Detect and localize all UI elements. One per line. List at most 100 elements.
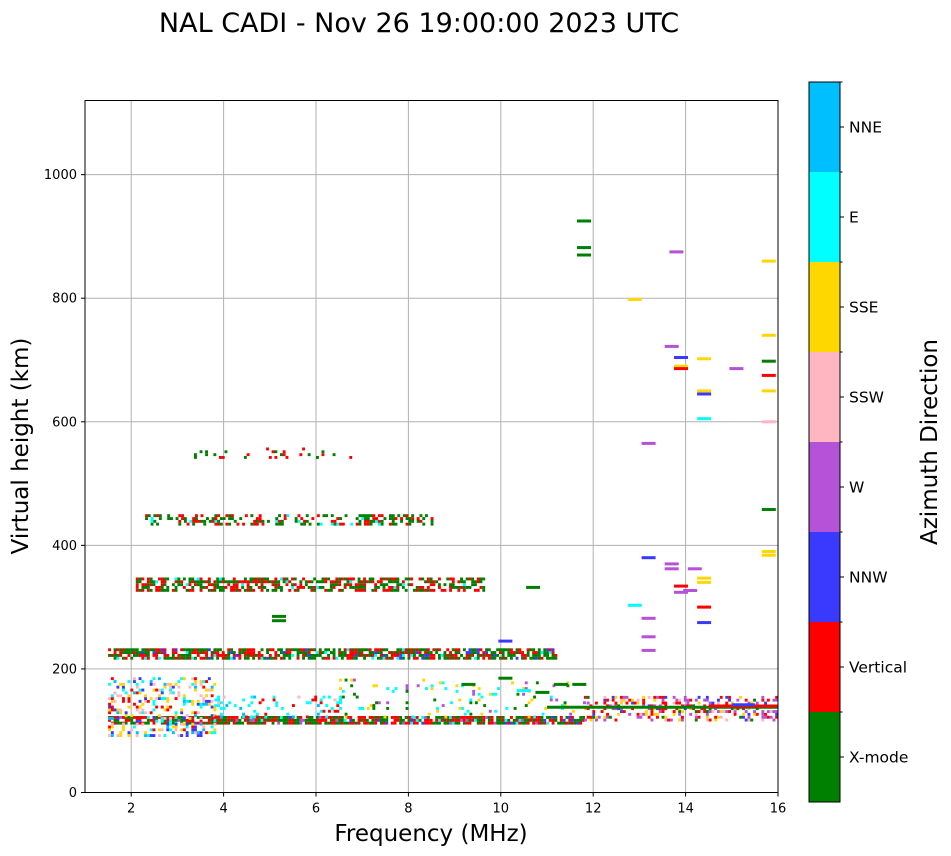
echo-mark	[532, 648, 536, 652]
echo-mark	[216, 580, 220, 584]
echo-mark	[747, 715, 751, 719]
echo-mark	[335, 718, 339, 722]
echo-mark	[160, 688, 164, 692]
echo-mark	[614, 718, 618, 722]
echo-mark	[149, 588, 153, 592]
echo-mark	[375, 517, 378, 520]
echo-mark	[418, 654, 422, 657]
echo-mark	[199, 577, 203, 581]
echo-mark	[180, 716, 184, 719]
echo-mark	[438, 681, 442, 685]
echo-mark	[719, 710, 723, 713]
echo-mark	[199, 718, 203, 722]
echo-mark	[524, 687, 528, 690]
echo-mark	[219, 718, 222, 722]
echo-mark	[592, 715, 596, 719]
echo-mark	[407, 656, 411, 660]
echo-mark	[192, 519, 196, 523]
echo-mark	[532, 651, 536, 654]
echo-mark	[535, 654, 538, 657]
echo-mark	[521, 718, 524, 722]
echo-mark	[360, 654, 364, 657]
echo-mark	[152, 721, 156, 725]
echo-mark	[235, 716, 239, 719]
echo-mark	[396, 656, 400, 660]
echo-mark	[263, 580, 267, 584]
echo-mark	[242, 522, 245, 526]
echo-mark	[535, 721, 538, 725]
echo-mark	[274, 456, 278, 459]
echo-mark	[554, 718, 558, 722]
echo-mark	[332, 651, 336, 654]
echo-mark	[141, 702, 145, 706]
echo-mark	[474, 656, 477, 660]
echo-point	[761, 373, 776, 377]
echo-mark	[382, 577, 386, 581]
echo-mark	[535, 656, 538, 660]
echo-mark	[224, 721, 228, 725]
colorbar-segment	[809, 442, 840, 532]
echo-mark	[446, 718, 450, 722]
echo-mark	[535, 718, 538, 722]
echo-mark	[110, 722, 114, 726]
echo-mark	[340, 577, 344, 581]
echo-mark	[352, 586, 355, 589]
echo-mark	[332, 453, 336, 457]
echo-mark	[379, 648, 383, 652]
echo-mark	[127, 718, 131, 722]
echo-mark	[149, 697, 153, 700]
echo-mark	[633, 701, 637, 705]
echo-mark	[282, 716, 286, 719]
echo-mark	[261, 519, 265, 523]
echo-mark	[382, 718, 386, 722]
echo-mark	[174, 651, 178, 654]
echo-mark	[243, 656, 247, 660]
echo-mark	[339, 701, 342, 705]
echo-mark	[199, 583, 203, 587]
echo-mark	[410, 718, 414, 722]
echo-mark	[260, 656, 264, 660]
echo-mark	[296, 651, 300, 654]
echo-mark	[266, 588, 269, 592]
echo-mark	[418, 577, 422, 581]
echo-mark	[185, 699, 189, 703]
echo-mark	[766, 715, 770, 719]
echo-mark	[352, 656, 355, 660]
echo-mark	[130, 651, 134, 654]
echo-mark	[346, 583, 350, 587]
echo-point	[761, 420, 776, 424]
echo-mark	[385, 656, 389, 660]
echo-mark	[466, 709, 470, 713]
echo-mark	[327, 716, 330, 719]
echo-mark	[313, 588, 317, 592]
echo-mark	[419, 519, 423, 523]
echo-mark	[462, 721, 466, 725]
echo-mark	[177, 583, 181, 587]
echo-mark	[568, 718, 572, 722]
echo-mark	[293, 721, 297, 725]
echo-mark	[611, 695, 615, 699]
echo-mark	[385, 577, 389, 581]
echo-mark	[213, 731, 217, 735]
echo-mark	[343, 721, 347, 725]
echo-mark	[293, 718, 297, 722]
echo-mark	[421, 654, 425, 657]
echo-mark	[202, 685, 206, 689]
echo-mark	[479, 718, 483, 722]
echo-mark	[377, 522, 381, 526]
echo-mark	[388, 586, 391, 589]
echo-mark	[307, 651, 311, 654]
echo-mark	[196, 721, 200, 725]
echo-mark	[477, 687, 481, 690]
echo-mark	[694, 718, 698, 722]
echo-mark	[230, 651, 233, 654]
echo-mark	[432, 580, 436, 584]
echo-mark	[202, 586, 206, 589]
echo-mark	[188, 654, 192, 657]
echo-mark	[319, 701, 323, 705]
echo-mark	[372, 519, 376, 523]
echo-mark	[232, 656, 236, 660]
echo-mark	[227, 648, 231, 652]
echo-mark	[389, 514, 392, 518]
echo-mark	[391, 519, 395, 523]
